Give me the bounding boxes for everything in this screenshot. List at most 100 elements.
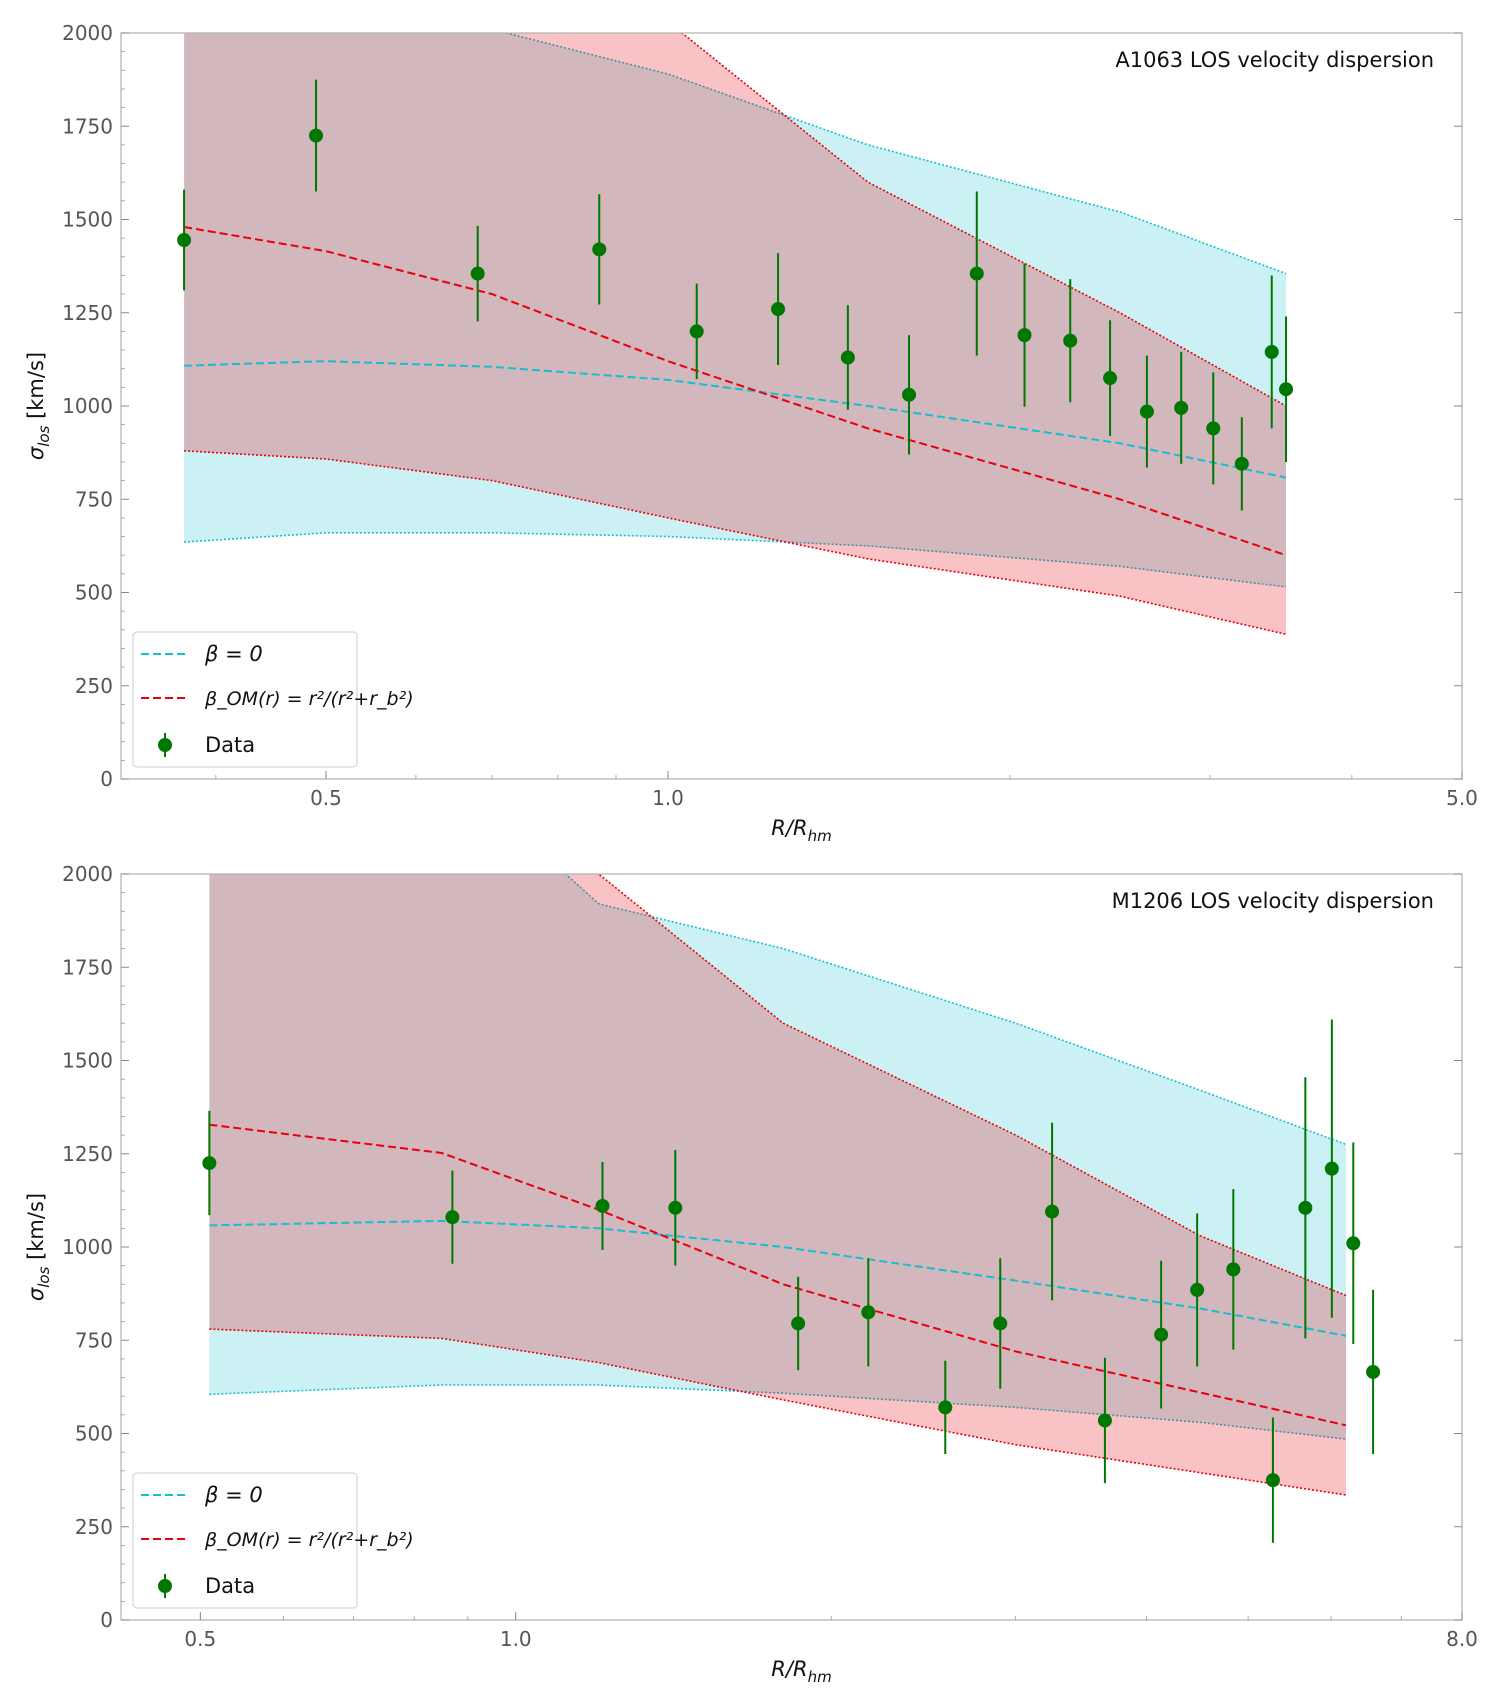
data-point [689, 324, 704, 339]
data-point [1234, 456, 1249, 471]
x-tick-label: 0.5 [310, 786, 342, 810]
data-point [1265, 1473, 1280, 1488]
x-tick-label: 8.0 [1446, 1627, 1478, 1651]
y-tick-label: 0 [100, 1608, 113, 1632]
band-beta0 [184, 33, 1286, 587]
data-point [1045, 1204, 1060, 1219]
y-tick-label: 0 [100, 767, 113, 791]
y-tick-label: 1750 [62, 955, 113, 979]
legend-label-beta0: β = 0 [204, 642, 263, 666]
y-tick-label: 1250 [62, 1142, 113, 1166]
data-point [1366, 1364, 1381, 1379]
legend-label-betaom-text: β_OM(r) = r²/(r²+r_b²) [204, 688, 414, 710]
x-tick-label: 1.0 [500, 1627, 532, 1651]
data-point [1226, 1262, 1241, 1277]
x-axis-label-sub: hm [808, 1668, 832, 1686]
legend-label-data: Data [205, 1574, 255, 1598]
data-point [177, 233, 192, 248]
data-point [791, 1316, 806, 1331]
x-axis-label-sub: hm [808, 827, 832, 845]
x-axis-label: R/Rhm [771, 816, 831, 845]
y-tick-label: 2000 [62, 21, 113, 45]
y-axis-label-unit: [km/s] [24, 352, 48, 426]
y-axis-label-main: σ [24, 1287, 48, 1301]
data-point [595, 1198, 610, 1213]
x-axis-label: R/Rhm [771, 1657, 831, 1686]
data-point [668, 1200, 683, 1215]
legend: β = 0 β_OM(r) = r²/(r²+r_b²) Data [132, 1472, 414, 1609]
data-point [1264, 344, 1279, 359]
data-point [1154, 1327, 1169, 1342]
data-point [1298, 1200, 1313, 1215]
data-point [1063, 333, 1078, 348]
data-point [1279, 382, 1294, 397]
data-point [592, 242, 607, 257]
data-point [1346, 1236, 1361, 1251]
band-lower-edge [209, 1328, 1347, 1496]
y-tick-label: 2000 [62, 862, 113, 886]
y-tick-label: 750 [75, 487, 113, 511]
legend-label-betaom-text: β_OM(r) = r²/(r²+r_b²) [204, 1529, 414, 1551]
y-axis-label-sub: los [35, 1266, 53, 1287]
y-tick-label: 1000 [62, 394, 113, 418]
data-point [1174, 400, 1189, 415]
series-line-betaom [209, 1123, 1347, 1427]
band-beta0 [209, 874, 1346, 1440]
y-tick-label: 750 [75, 1328, 113, 1352]
legend: β = 0 β_OM(r) = r²/(r²+r_b²) Data [132, 631, 414, 768]
y-tick-label: 500 [75, 1422, 113, 1446]
series-line-betaom [183, 226, 1287, 557]
band-lower-edge [209, 1384, 1347, 1440]
data-point [993, 1316, 1008, 1331]
data-point [902, 387, 917, 402]
data-point [445, 1210, 460, 1225]
data-point [771, 302, 786, 317]
x-axis-label-main: R/R [771, 816, 807, 840]
panel-m1206: 0 250 500 750 1000 1250 1500 1750 2000 0.5 1.0 8.0 M… [24, 862, 1478, 1686]
chart-title: M1206 LOS velocity dispersion [1112, 889, 1434, 913]
data-point [1139, 404, 1154, 419]
data-point [969, 266, 984, 281]
x-tick-label: 1.0 [652, 786, 684, 810]
data-point [1324, 1161, 1339, 1176]
y-tick-label: 1250 [62, 301, 113, 325]
data-point [938, 1400, 953, 1415]
data-point [861, 1305, 876, 1320]
y-axis-label: σlos [km/s] [24, 1193, 53, 1301]
series-line-beta0 [209, 1219, 1347, 1337]
band-betaom [184, 33, 1286, 635]
legend-label-betaom: β_OM(r) = r²/(r²+r_b²) [204, 1529, 414, 1551]
panel-a1063: 0 250 500 750 1000 1250 1500 1750 2000 0.5 1.0 5.0 A… [24, 21, 1478, 845]
y-tick-label: 1750 [62, 114, 113, 138]
series-line-beta0 [184, 360, 1287, 479]
data-point [470, 266, 485, 281]
band-lower-edge [184, 531, 1287, 588]
data-point [1190, 1282, 1205, 1297]
legend-box [132, 631, 358, 768]
band-betaom [209, 874, 1346, 1495]
y-axis-label: σlos [km/s] [24, 352, 53, 460]
band-upper-edge [503, 33, 1287, 275]
legend-swatch-data-point [158, 738, 172, 752]
legend-label-beta0-text: β = 0 [204, 642, 263, 666]
y-axis-label-sub: los [35, 425, 53, 446]
data-point [1017, 328, 1032, 343]
x-axis-label-main: R/R [771, 1657, 807, 1681]
x-tick-label: 5.0 [1446, 786, 1478, 810]
y-tick-label: 250 [75, 674, 113, 698]
chart-title: A1063 LOS velocity dispersion [1115, 48, 1434, 72]
data-point [1103, 371, 1118, 386]
legend-label-beta0: β = 0 [204, 1483, 263, 1507]
plot-area [209, 874, 1347, 1496]
y-tick-label: 1000 [62, 1235, 113, 1259]
band-lower-edge [184, 450, 1287, 636]
data-point [309, 128, 324, 143]
legend-swatch-data-point [158, 1579, 172, 1593]
band-upper-edge [597, 874, 1347, 1297]
y-tick-label: 250 [75, 1515, 113, 1539]
x-tick-label: 0.5 [184, 1627, 216, 1651]
y-tick-label: 1500 [62, 1049, 113, 1073]
y-axis-label-main: σ [24, 446, 48, 460]
legend-label-betaom: β_OM(r) = r²/(r²+r_b²) [204, 688, 414, 710]
